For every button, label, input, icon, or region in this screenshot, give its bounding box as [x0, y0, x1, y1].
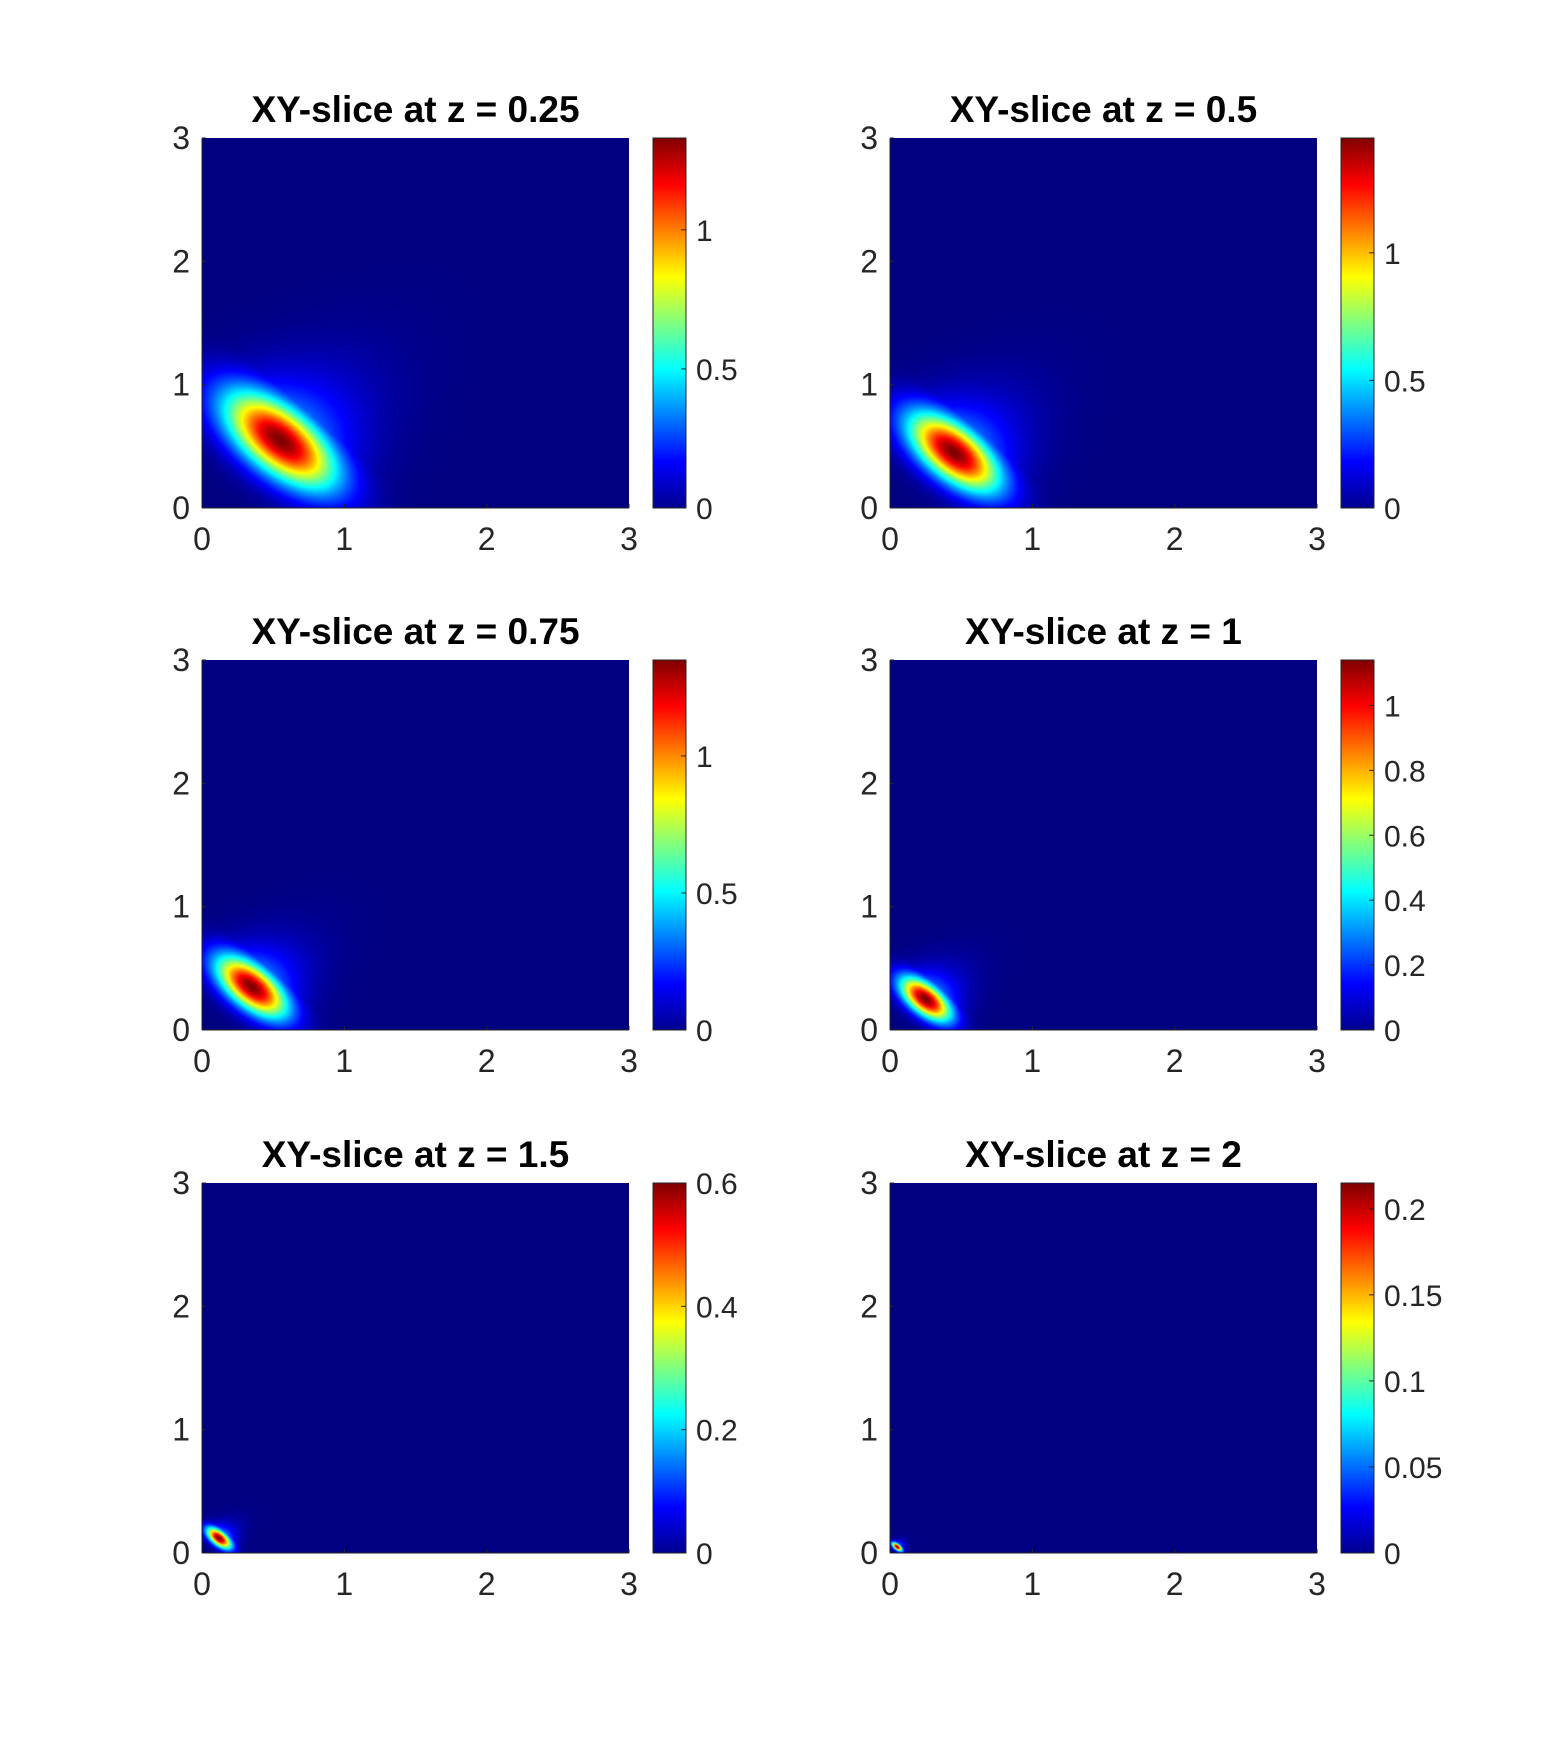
y-tick-label: 3 — [860, 120, 878, 156]
colorbar-tick-label: 0.4 — [696, 1291, 738, 1324]
x-tick-label: 1 — [1023, 1043, 1041, 1079]
colorbar-tick-label: 1 — [696, 215, 713, 248]
colorbar-tick-label: 1 — [1384, 238, 1401, 271]
colorbar-tick-label: 0.4 — [1384, 885, 1426, 918]
y-tick-label: 1 — [860, 1412, 878, 1448]
colorbar — [1340, 659, 1375, 1031]
y-tick-label: 2 — [860, 1288, 878, 1324]
colorbar-tick-label: 0.1 — [1384, 1366, 1426, 1399]
subplot-title: XY-slice at z = 0.75 — [251, 611, 579, 652]
x-tick-label: 1 — [335, 1043, 353, 1079]
x-tick-label: 3 — [1308, 1566, 1326, 1602]
colorbar — [652, 137, 687, 509]
colorbar-tick-label: 0.05 — [1384, 1452, 1442, 1485]
x-tick-label: 0 — [881, 1043, 899, 1079]
x-tick-label: 1 — [335, 1566, 353, 1602]
colorbar-tick-label: 0.2 — [1384, 1194, 1426, 1227]
x-tick-label: 3 — [620, 1043, 638, 1079]
heatmap-image — [202, 138, 629, 508]
subplot-panel: 0 1 2 3 0 1 2 3 XY-slice at z = 1 0 0.2 0.4 0.6 0.8 1 — [860, 611, 1426, 1079]
y-tick-label: 3 — [172, 642, 190, 678]
y-tick-label: 0 — [172, 1535, 190, 1571]
colorbar-tick-label: 0 — [1384, 1538, 1401, 1571]
colorbar-tick-label: 0 — [696, 493, 713, 526]
y-tick-label: 2 — [860, 765, 878, 801]
x-tick-label: 1 — [1023, 1566, 1041, 1602]
subplot-title: XY-slice at z = 1 — [965, 611, 1242, 652]
colorbar — [1340, 1182, 1375, 1554]
x-tick-label: 2 — [478, 521, 496, 557]
x-tick-label: 3 — [1308, 521, 1326, 557]
subplot-title: XY-slice at z = 2 — [965, 1134, 1242, 1175]
subplot-panel: 0 1 2 3 0 1 2 3 XY-slice at z = 0.25 0 0.5 1 — [172, 89, 738, 557]
heatmap-image — [890, 1183, 1317, 1553]
colorbar-tick-label: 0.2 — [696, 1415, 738, 1448]
colorbar-tick-label: 0.6 — [1384, 820, 1426, 853]
colorbar-tick-label: 0.5 — [696, 878, 738, 911]
x-tick-label: 2 — [1166, 521, 1184, 557]
colorbar-tick-label: 0.5 — [1384, 365, 1426, 398]
subplot-panel: 0 1 2 3 0 1 2 3 XY-slice at z = 1.5 0 0.2 0.4 0.6 — [172, 1134, 738, 1602]
subplot-grid: 0 1 2 3 0 1 2 3 XY-slice at z = 0.25 0 0.5 1 0 1 2 3 0 1 2… — [172, 89, 1442, 1602]
colorbar-tick-label: 0 — [696, 1015, 713, 1048]
y-tick-label: 0 — [860, 490, 878, 526]
x-tick-label: 2 — [1166, 1566, 1184, 1602]
x-tick-label: 2 — [478, 1566, 496, 1602]
y-tick-label: 1 — [172, 367, 190, 403]
colorbar-tick-label: 0.6 — [696, 1168, 738, 1201]
colorbar-tick-label: 0.15 — [1384, 1280, 1442, 1313]
y-tick-label: 0 — [172, 1012, 190, 1048]
heatmap-image — [890, 138, 1317, 508]
colorbar — [652, 1182, 687, 1554]
y-tick-label: 0 — [860, 1012, 878, 1048]
heatmap-image — [890, 660, 1317, 1030]
x-tick-label: 0 — [193, 521, 211, 557]
x-tick-label: 3 — [620, 521, 638, 557]
subplot-panel: 0 1 2 3 0 1 2 3 XY-slice at z = 0.75 0 0.5 1 — [172, 611, 738, 1079]
heatmap-image — [202, 660, 629, 1030]
x-tick-label: 1 — [335, 521, 353, 557]
heatmap-image — [202, 1183, 629, 1553]
y-tick-label: 1 — [860, 889, 878, 925]
subplot-panel: 0 1 2 3 0 1 2 3 XY-slice at z = 2 0 0.05 0.1 0.15 0.2 — [860, 1134, 1442, 1602]
subplot-title: XY-slice at z = 0.5 — [950, 89, 1258, 130]
x-tick-label: 0 — [193, 1566, 211, 1602]
subplot-panel: 0 1 2 3 0 1 2 3 XY-slice at z = 0.5 0 0.5 1 — [860, 89, 1426, 557]
x-tick-label: 0 — [881, 521, 899, 557]
y-tick-label: 2 — [172, 1288, 190, 1324]
x-tick-label: 3 — [620, 1566, 638, 1602]
colorbar-tick-label: 0.8 — [1384, 755, 1426, 788]
y-tick-label: 2 — [172, 243, 190, 279]
y-tick-label: 1 — [172, 889, 190, 925]
y-tick-label: 1 — [860, 367, 878, 403]
colorbar-tick-label: 0 — [696, 1538, 713, 1571]
colorbar — [1340, 137, 1375, 509]
y-tick-label: 3 — [860, 1165, 878, 1201]
y-tick-label: 0 — [860, 1535, 878, 1571]
subplot-title: XY-slice at z = 0.25 — [251, 89, 579, 130]
x-tick-label: 0 — [193, 1043, 211, 1079]
colorbar-tick-label: 0 — [1384, 493, 1401, 526]
y-tick-label: 1 — [172, 1412, 190, 1448]
colorbar — [652, 659, 687, 1031]
x-tick-label: 0 — [881, 1566, 899, 1602]
y-tick-label: 0 — [172, 490, 190, 526]
x-tick-label: 2 — [478, 1043, 496, 1079]
colorbar-tick-label: 0.2 — [1384, 950, 1426, 983]
colorbar-tick-label: 0.5 — [696, 354, 738, 387]
y-tick-label: 3 — [860, 642, 878, 678]
colorbar-tick-label: 1 — [696, 741, 713, 774]
x-tick-label: 2 — [1166, 1043, 1184, 1079]
subplot-title: XY-slice at z = 1.5 — [262, 1134, 570, 1175]
colorbar-tick-label: 1 — [1384, 690, 1401, 723]
x-tick-label: 1 — [1023, 521, 1041, 557]
y-tick-label: 2 — [172, 765, 190, 801]
y-tick-label: 3 — [172, 1165, 190, 1201]
colorbar-tick-label: 0 — [1384, 1015, 1401, 1048]
y-tick-label: 2 — [860, 243, 878, 279]
x-tick-label: 3 — [1308, 1043, 1326, 1079]
y-tick-label: 3 — [172, 120, 190, 156]
